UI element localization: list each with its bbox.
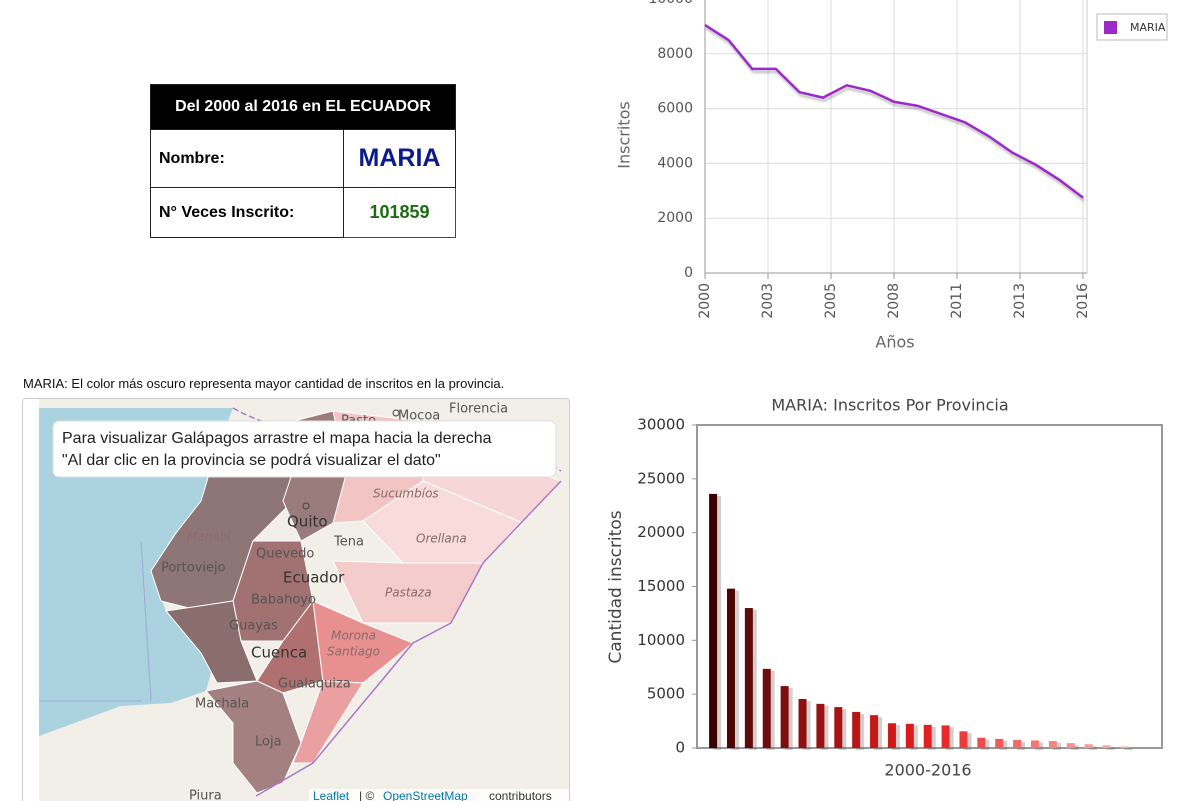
map-label: Piura	[189, 789, 222, 801]
bar	[959, 731, 967, 748]
bar	[1085, 744, 1093, 748]
count-value: 101859	[344, 188, 456, 238]
bar	[745, 608, 753, 748]
map-label: Quevedo	[256, 547, 314, 562]
y-tick-label: 4000	[657, 155, 693, 171]
plot-frame	[705, 0, 1087, 273]
map-label: Babahoyo	[251, 593, 316, 608]
bar	[763, 669, 771, 748]
map-label: Tena	[333, 535, 364, 550]
y-tick-label: 20000	[637, 523, 685, 541]
table-header: Del 2000 al 2016 en EL ECUADOR	[151, 85, 456, 130]
y-tick-label: 0	[684, 265, 693, 281]
y-tick-label: 6000	[657, 101, 693, 117]
map-label: Santiago	[327, 645, 380, 659]
bar	[1067, 743, 1075, 748]
map-label: Sucumbíos	[373, 487, 439, 501]
legend-label: MARIA	[1130, 21, 1166, 34]
map-label: Gualaquiza	[278, 677, 351, 692]
y-tick-label: 10000	[648, 0, 693, 7]
map-caption: MARIA: El color más oscuro representa ma…	[23, 376, 504, 391]
bar	[852, 712, 860, 748]
bar	[1120, 746, 1128, 748]
map-label: Loja	[255, 735, 282, 750]
map-label: Orellana	[416, 532, 467, 546]
x-tick-label: 2013	[1012, 283, 1028, 319]
attribution-text: contributors	[489, 789, 552, 801]
y-tick-label: 25000	[637, 469, 685, 487]
line-chart: 0200040006000800010000200020032005200820…	[600, 0, 1200, 370]
x-axis-label: 2000-2016	[884, 761, 971, 780]
bar	[942, 725, 950, 748]
map-label: Pastaza	[385, 586, 432, 600]
bar	[906, 724, 914, 748]
name-value: MARIA	[344, 130, 456, 188]
bar	[1031, 740, 1039, 748]
bar-chart: MARIA: Inscritos Por Provincia 0 5000 10000…	[600, 390, 1200, 800]
notice-line: Para visualizar Galápagos arrastre el ma…	[62, 430, 492, 447]
x-tick-label: 2003	[760, 283, 776, 319]
map-label: Cuenca	[251, 644, 307, 662]
attribution-link[interactable]: Leaflet	[313, 789, 350, 801]
bar	[924, 725, 932, 748]
map-label: Quito	[287, 513, 328, 531]
map-label: Ecuador	[283, 569, 345, 587]
bar	[870, 715, 878, 748]
x-tick-label: 2011	[949, 283, 965, 319]
map-label: Guayas	[229, 619, 278, 634]
map-label: Portoviejo	[161, 561, 226, 576]
bar	[816, 704, 824, 748]
chart-title: MARIA: Inscritos Por Provincia	[771, 396, 1008, 415]
y-tick-label: 2000	[657, 210, 693, 226]
map-label: Manabí	[187, 530, 232, 544]
map-label: Florencia	[449, 402, 508, 417]
y-tick-label: 10000	[637, 631, 685, 649]
bar	[995, 739, 1003, 748]
map[interactable]: Pasto Mocoa Florencia Sucumbíos Quito Te…	[22, 398, 570, 801]
count-label: N° Veces Inscrito:	[151, 188, 344, 238]
bar	[1103, 745, 1111, 748]
bar	[977, 738, 985, 748]
legend-swatch	[1104, 21, 1117, 34]
y-axis-label: Cantidad inscritos	[606, 510, 626, 663]
y-tick-label: 5000	[647, 685, 685, 703]
name-label: Nombre:	[151, 130, 344, 188]
y-tick-label: 8000	[657, 46, 693, 62]
bar	[781, 686, 789, 748]
y-tick-label: 0	[675, 739, 685, 757]
x-axis-label: Años	[875, 333, 914, 352]
map-label: Morona	[331, 629, 376, 643]
bar	[727, 589, 735, 748]
y-tick-label: 15000	[637, 577, 685, 595]
attribution-text: | ©	[359, 789, 374, 801]
map-margin	[23, 399, 39, 801]
x-tick-label: 2008	[886, 283, 902, 319]
bar	[1013, 740, 1021, 748]
notice-line: "Al dar clic en la provincia se podrá vi…	[62, 452, 441, 469]
x-tick-label: 2005	[823, 283, 839, 319]
bar	[834, 707, 842, 748]
x-tick-label: 2000	[697, 283, 713, 319]
bar	[709, 494, 717, 748]
map-label: Machala	[195, 697, 249, 712]
map-canvas[interactable]: Pasto Mocoa Florencia Sucumbíos Quito Te…	[23, 399, 569, 801]
province[interactable]	[293, 681, 363, 763]
y-tick-label: 30000	[637, 416, 685, 434]
attribution-link[interactable]: OpenStreetMap	[383, 789, 468, 801]
bar	[888, 723, 896, 748]
bar	[799, 699, 807, 748]
bar	[1049, 741, 1057, 748]
summary-table: Del 2000 al 2016 en EL ECUADOR Nombre: M…	[150, 84, 456, 238]
y-axis-label: Inscritos	[615, 101, 634, 168]
x-tick-label: 2016	[1075, 283, 1091, 319]
